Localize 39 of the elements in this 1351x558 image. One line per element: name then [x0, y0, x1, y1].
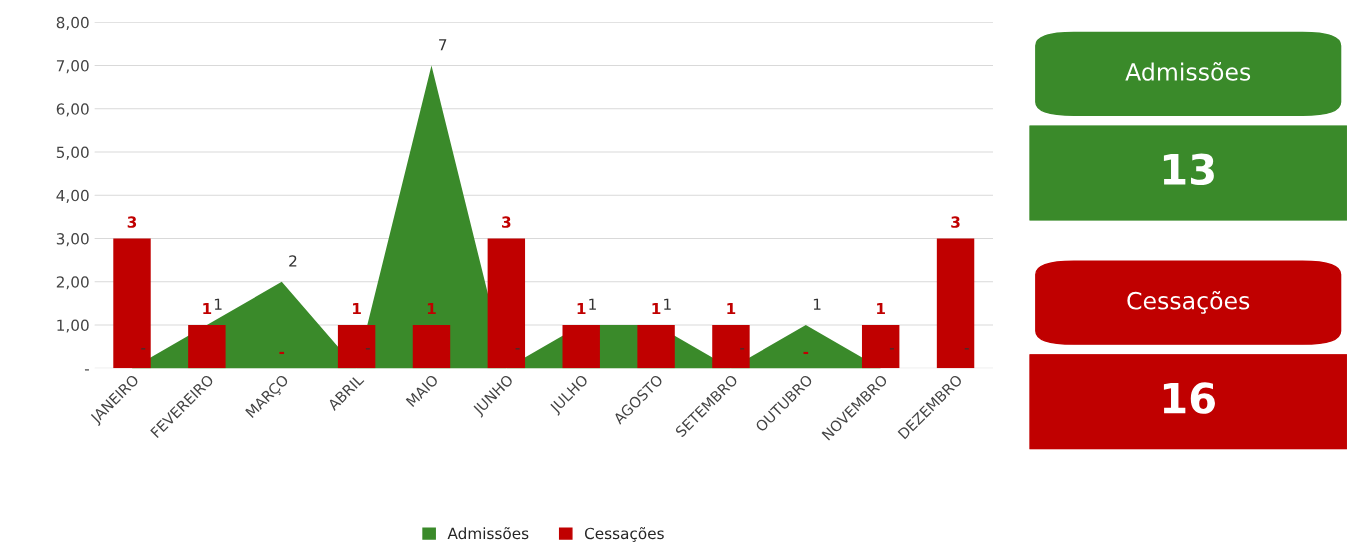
- y-tick-label: -: [84, 369, 89, 371]
- legend-label: Cessações: [584, 527, 664, 542]
- data-label: 1: [877, 302, 885, 315]
- data-label: -: [279, 351, 285, 355]
- data-label: 3: [951, 216, 960, 228]
- y-tick-label: 8,00: [56, 16, 89, 30]
- text: Cessações: [1127, 290, 1250, 314]
- data-label: -: [803, 351, 809, 355]
- legend-label: Admissões: [447, 527, 529, 540]
- y-tick-label: 1,00: [57, 319, 89, 333]
- data-label: 7: [439, 39, 447, 51]
- data-label: 1: [652, 302, 661, 315]
- y-tick-label: 4,00: [56, 189, 89, 203]
- text: Admissões: [1125, 62, 1251, 81]
- data-label: -: [365, 348, 370, 350]
- y-tick-label: 5,00: [56, 146, 89, 160]
- data-label: 1: [353, 302, 361, 315]
- data-label: 1: [427, 302, 436, 315]
- data-label: 2: [289, 255, 297, 267]
- data-label: -: [964, 348, 969, 350]
- text: 13: [1163, 153, 1214, 186]
- data-label: 1: [589, 298, 596, 310]
- data-label: 1: [727, 302, 736, 315]
- y-tick-label: 7,00: [56, 60, 89, 74]
- data-label: 1: [203, 302, 212, 315]
- data-label: 1: [577, 302, 586, 315]
- data-label: -: [889, 348, 894, 350]
- data-label: -: [740, 348, 745, 350]
- y-tick-label: 3,00: [56, 233, 89, 247]
- y-tick-label: 6,00: [56, 103, 89, 117]
- data-label: 3: [502, 216, 511, 228]
- data-label: 1: [664, 298, 671, 310]
- text: 16: [1163, 382, 1215, 414]
- data-label: 3: [127, 216, 137, 228]
- data-label: -: [141, 348, 146, 350]
- data-label: 1: [813, 298, 821, 310]
- y-tick-label: 2,00: [56, 276, 89, 290]
- data-label: -: [515, 348, 520, 350]
- data-label: 1: [214, 298, 222, 310]
